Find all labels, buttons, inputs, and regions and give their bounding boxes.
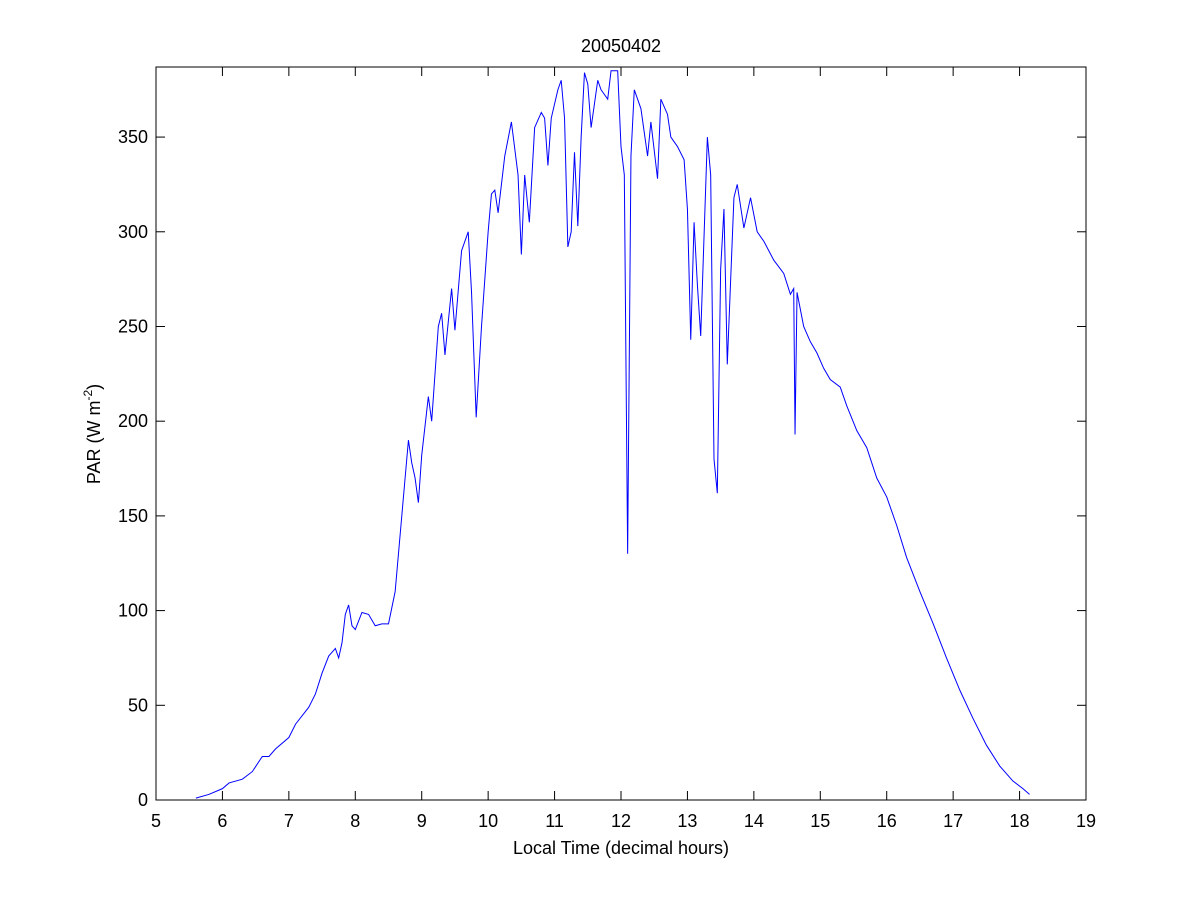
y-tick-label: 50	[128, 695, 148, 715]
x-tick-label: 18	[1010, 811, 1030, 831]
x-tick-label: 14	[744, 811, 764, 831]
x-tick-label: 6	[217, 811, 227, 831]
x-tick-label: 12	[611, 811, 631, 831]
y-tick-label: 200	[118, 411, 148, 431]
y-label-superscript: -2	[81, 390, 95, 401]
x-tick-label: 10	[478, 811, 498, 831]
y-tick-label: 150	[118, 506, 148, 526]
y-axis-label: PAR (W m-2)	[81, 384, 104, 484]
y-tick-label: 350	[118, 127, 148, 147]
y-tick-label: 100	[118, 601, 148, 621]
x-tick-label: 16	[877, 811, 897, 831]
x-tick-label: 11	[545, 811, 564, 831]
x-tick-label: 8	[350, 811, 360, 831]
y-tick-label: 0	[138, 790, 148, 810]
chart-title: 20050402	[581, 36, 661, 56]
y-tick-label: 300	[118, 222, 148, 242]
data-line	[195, 70, 1030, 799]
x-tick-label: 5	[151, 811, 161, 831]
x-tick-label: 15	[810, 811, 830, 831]
x-tick-label: 9	[417, 811, 427, 831]
x-tick-label: 19	[1076, 811, 1096, 831]
x-tick-label: 17	[943, 811, 963, 831]
x-axis-label: Local Time (decimal hours)	[513, 838, 729, 858]
y-label-base: PAR (W m	[84, 401, 104, 485]
x-tick-label: 7	[284, 811, 294, 831]
x-tick-label: 13	[677, 811, 697, 831]
y-label-end: )	[84, 384, 104, 390]
y-tick-label: 250	[118, 316, 148, 336]
